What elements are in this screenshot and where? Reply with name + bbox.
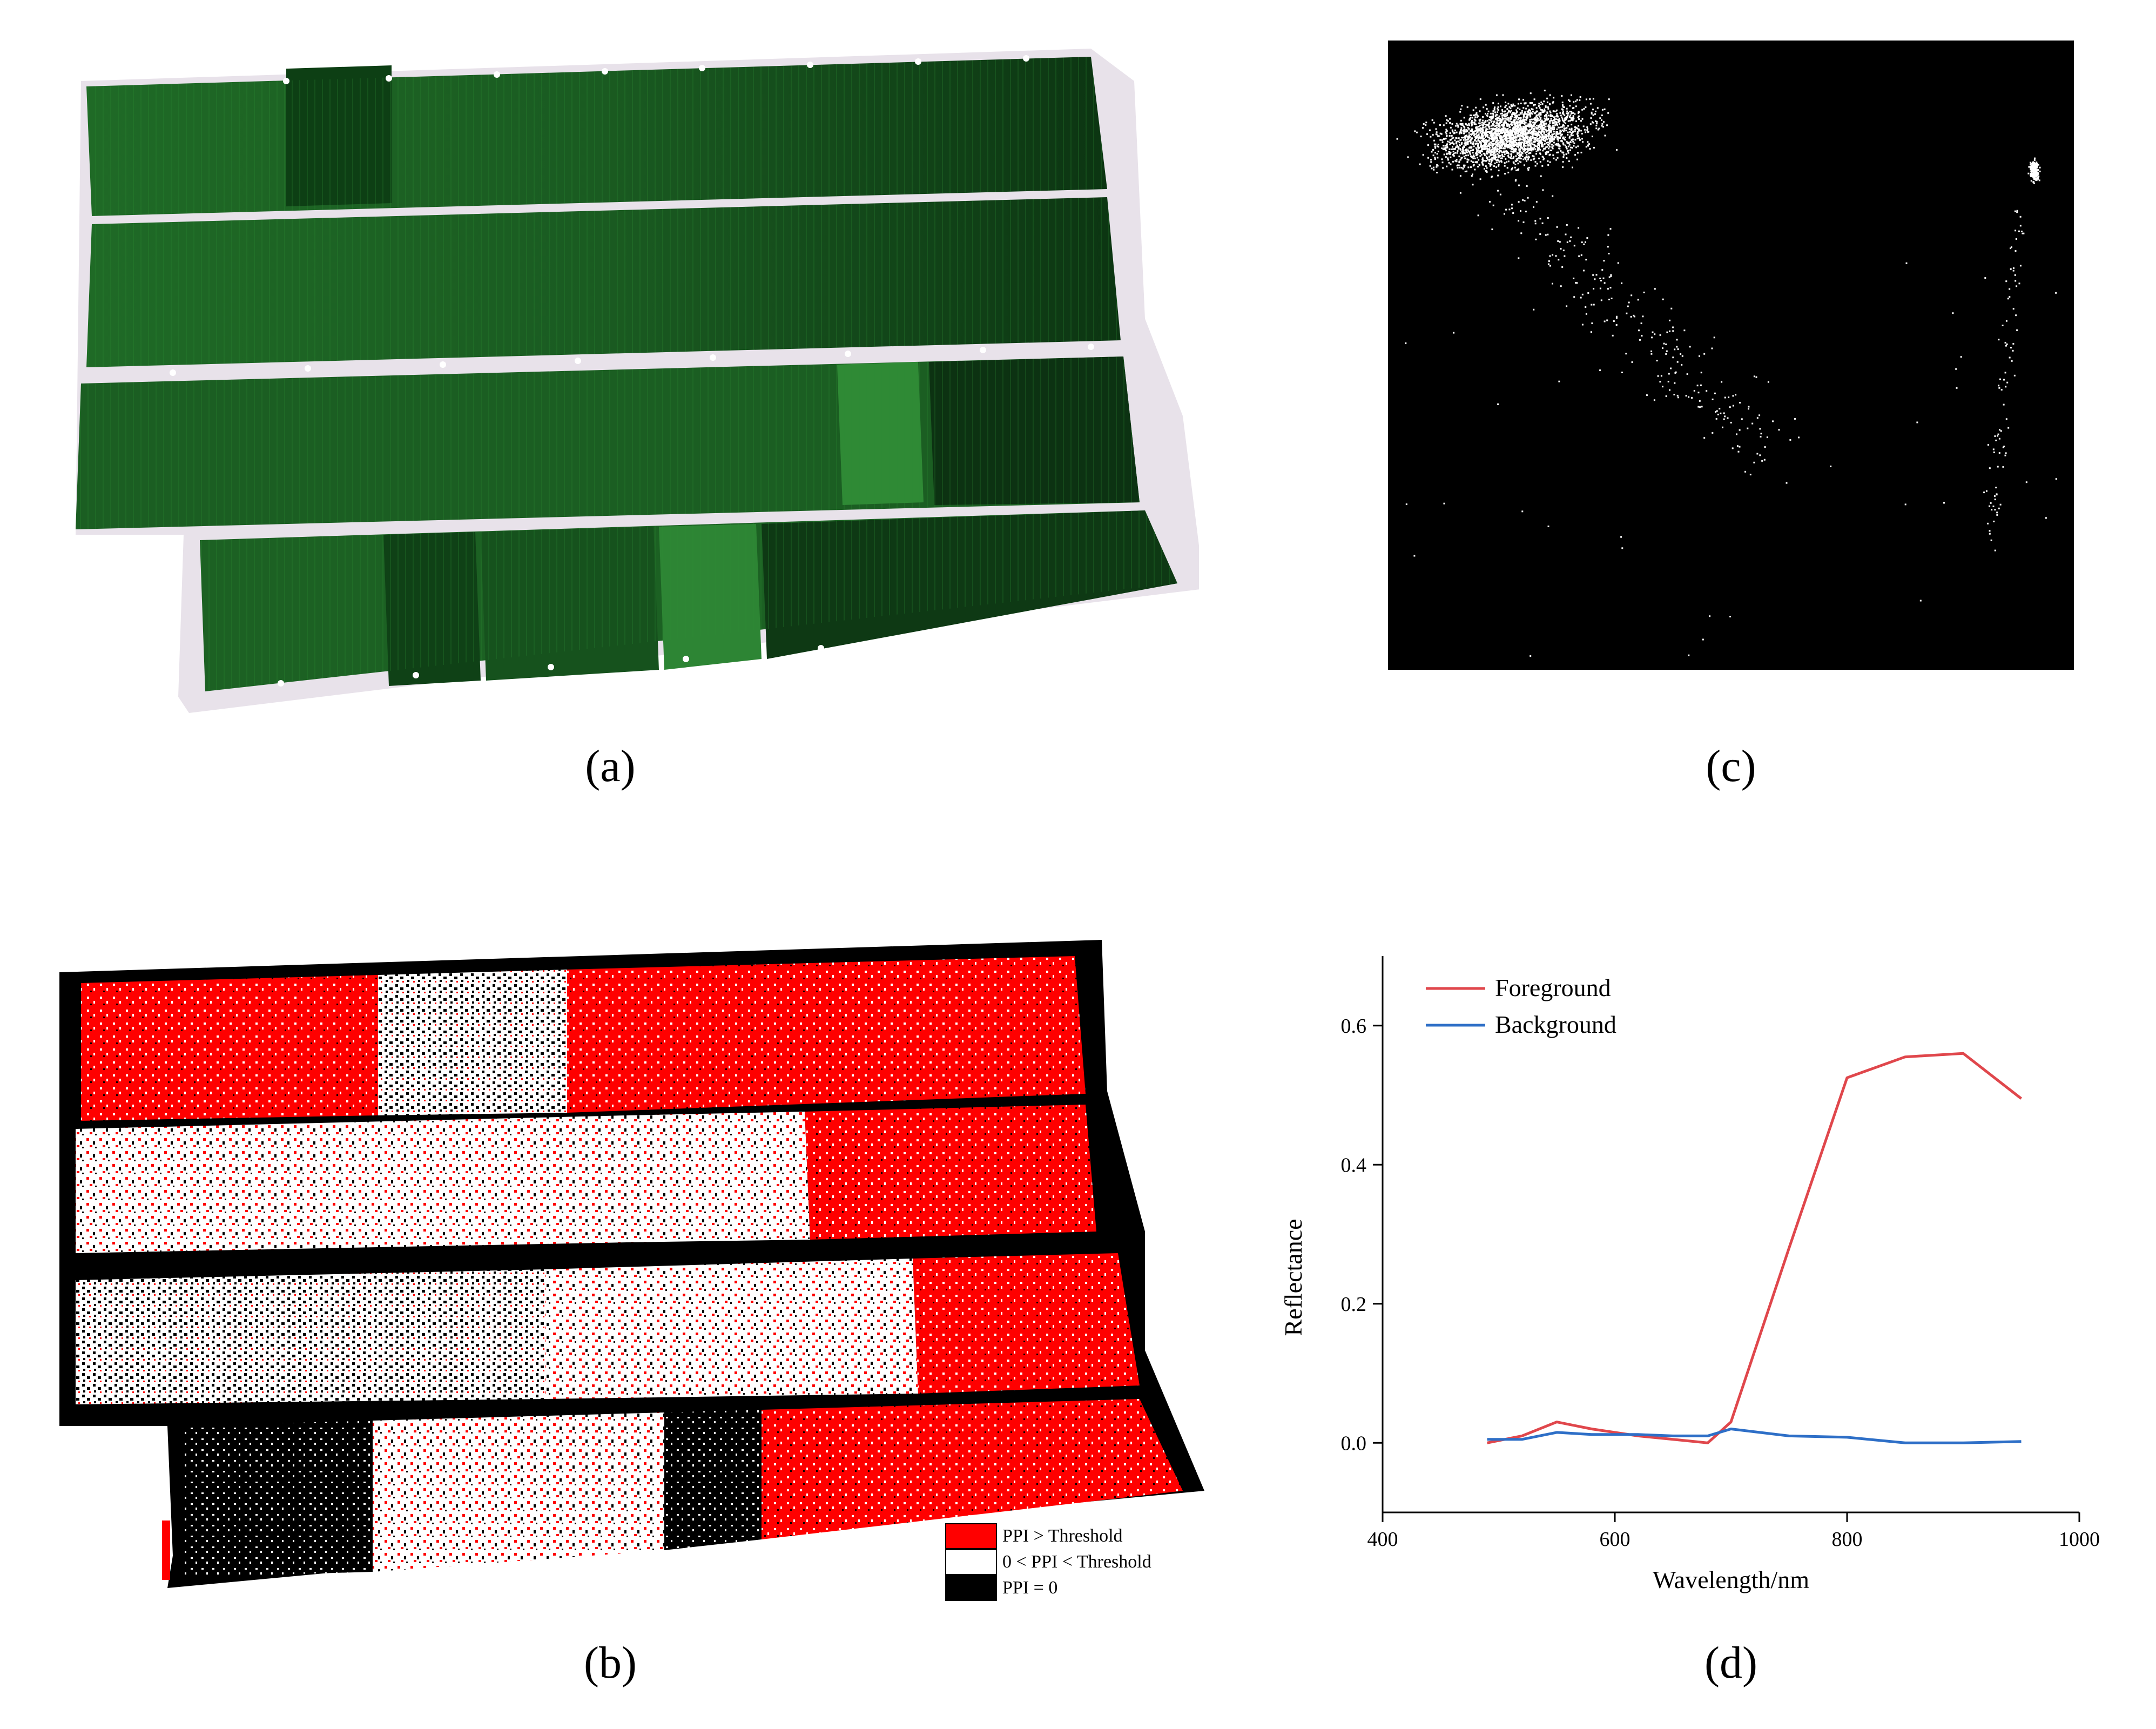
legend-label-background: Background [1495, 1011, 1616, 1038]
x-tick-label: 400 [1367, 1528, 1398, 1551]
y-axis-label: Reflectance [1279, 1219, 1307, 1336]
reflectance-line-chart: 400 600 800 1000 0.0 0.2 0.4 0.6 Wavelength/nm Re… [1279, 956, 2100, 1593]
caption-d: (d) [1704, 1638, 1757, 1688]
scatter-plot-image [1396, 90, 2057, 657]
ppi-legend: PPI > Threshold 0 < PPI < Threshold PPI … [945, 1523, 1204, 1601]
legend-label: PPI > Threshold [1002, 1526, 1123, 1546]
caption-c: (c) [1706, 741, 1756, 791]
panel-d-reflectance-chart: 400 600 800 1000 0.0 0.2 0.4 0.6 Wavelength/nm Re… [1258, 929, 2123, 1631]
x-axis-label: Wavelength/nm [1653, 1566, 1809, 1593]
ppi-classification-map [59, 940, 1204, 1588]
panel-c-scatter-image [1388, 41, 2074, 670]
scatter-points [1396, 90, 2057, 657]
series-line-foreground [1487, 1052, 2023, 1444]
legend-swatch-black [945, 1575, 997, 1601]
x-tick-label: 600 [1600, 1528, 1631, 1551]
x-tick-label: 800 [1832, 1528, 1863, 1551]
y-tick-label: 0.0 [1341, 1432, 1367, 1455]
series-line-background [1487, 1428, 2022, 1444]
legend-label: 0 < PPI < Threshold [1002, 1552, 1151, 1572]
legend-label: PPI = 0 [1002, 1578, 1058, 1598]
legend-item: PPI = 0 [945, 1575, 1204, 1601]
y-tick-label: 0.4 [1341, 1154, 1367, 1176]
legend-item: 0 < PPI < Threshold [945, 1549, 1204, 1575]
aerial-field-image-icon [76, 49, 1199, 713]
y-tick-label: 0.2 [1341, 1293, 1367, 1316]
caption-a: (a) [585, 741, 636, 791]
legend-swatch-white [945, 1549, 997, 1575]
x-tick-label: 1000 [2059, 1528, 2100, 1551]
panel-a-field-image [65, 38, 1199, 713]
legend-swatch-red [945, 1523, 997, 1549]
legend-label-foreground: Foreground [1495, 974, 1611, 1001]
caption-b: (b) [584, 1638, 637, 1688]
legend-item: PPI > Threshold [945, 1523, 1204, 1549]
y-tick-label: 0.6 [1341, 1015, 1367, 1038]
panel-b-ppi-map: PPI > Threshold 0 < PPI < Threshold PPI … [59, 929, 1204, 1601]
